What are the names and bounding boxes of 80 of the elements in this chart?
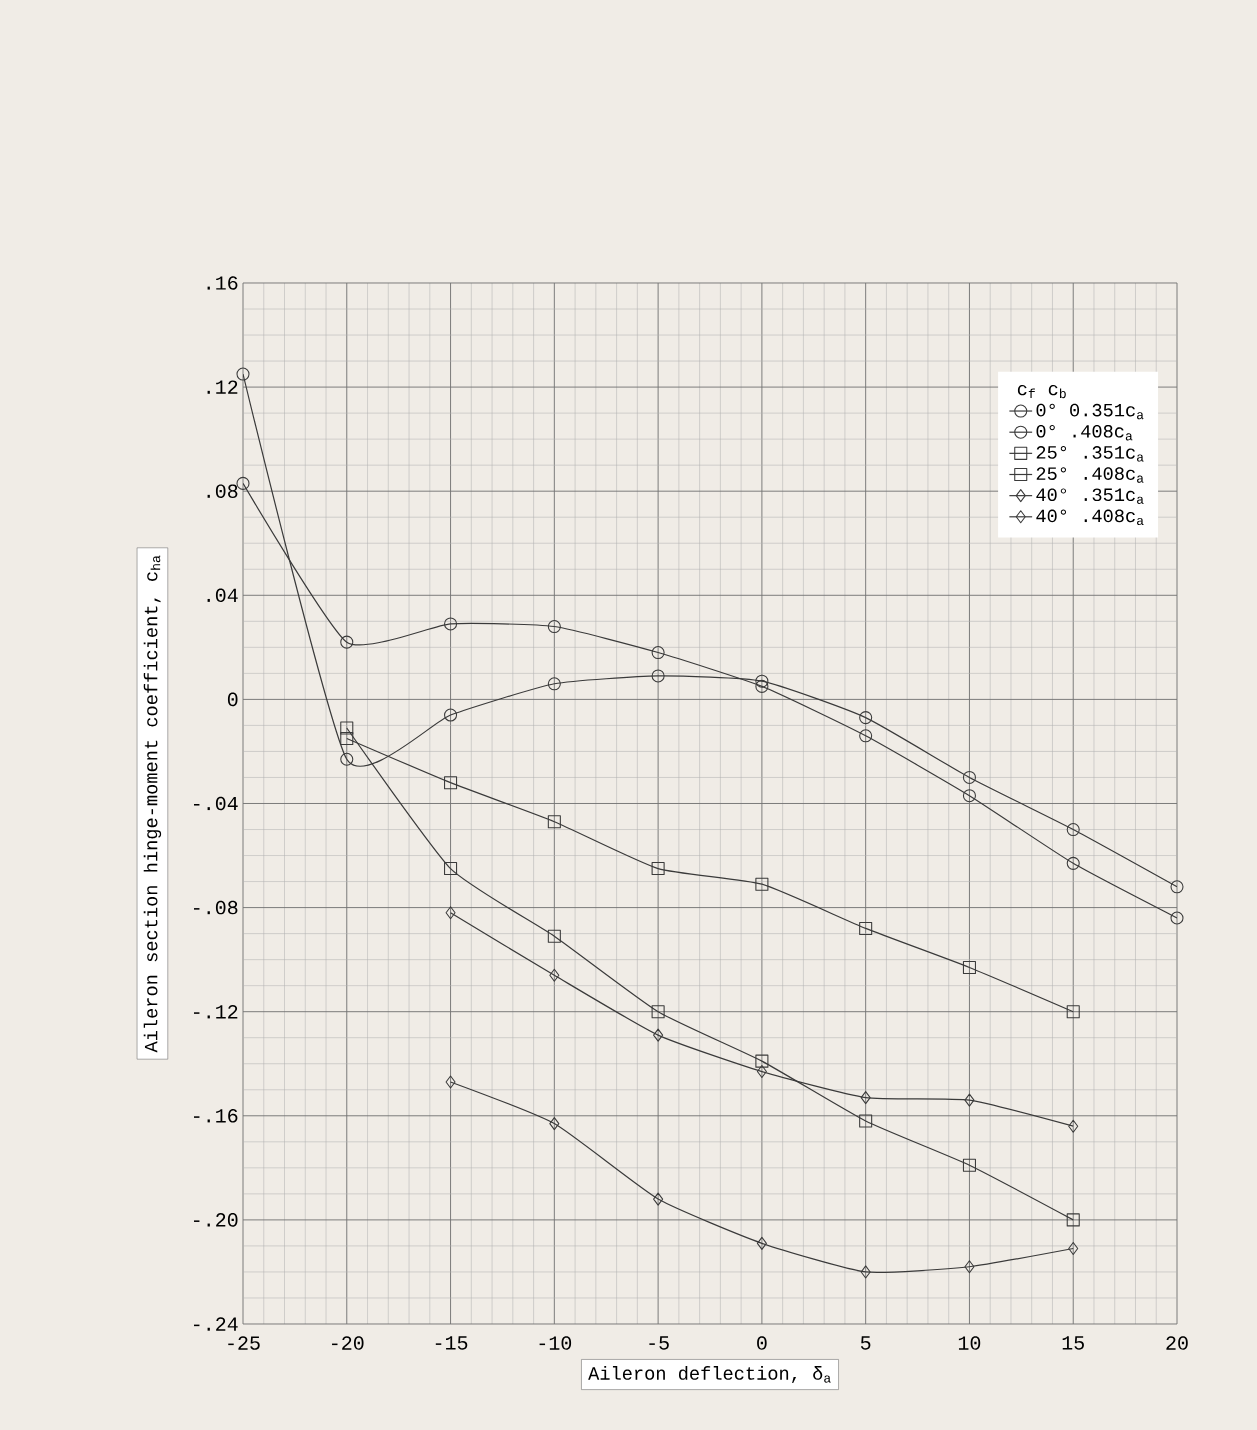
point [445,1075,456,1089]
point [1066,822,1080,837]
point [860,1265,871,1279]
point [1170,911,1184,925]
x-tick-label: -10 [539,1336,572,1350]
point [860,1091,871,1105]
legend-title: c$_{f}$ c$_{b}$ [1017,385,1066,399]
point [340,721,354,735]
x-axis-title: Aileron deflection, δ$_{a}$ [588,1366,831,1383]
y-tick-label: -.20 [193,1213,238,1227]
x-tick-label: -15 [435,1336,468,1350]
point [755,877,769,891]
point [340,752,354,766]
point [962,770,976,785]
y-tick-label: .16 [207,276,238,290]
point [962,1158,976,1172]
point [549,968,560,982]
point [340,731,354,745]
y-tick-label: .12 [207,380,238,394]
point [1068,1119,1079,1133]
point [651,862,665,876]
point [962,960,976,974]
point [549,1117,560,1131]
point [445,906,456,920]
point [756,1236,767,1250]
point [651,1005,665,1019]
y-tick-label: -.08 [193,900,238,915]
legend-label: 25° .408c$_{a}$ [1036,467,1144,483]
legend-label: 0° 0.351c$_{a}$ [1036,403,1144,420]
y-tick-label: .04 [207,588,238,603]
point [547,929,561,943]
point [1066,856,1080,870]
point [859,729,873,743]
point [755,679,769,693]
point [964,1093,975,1107]
point [444,617,458,631]
point [859,711,873,725]
y-tick-label: -.04 [193,796,238,811]
legend-label: 25° .351c$_{a}$ [1036,446,1144,462]
x-tick-label: 15 [1062,1336,1084,1350]
point [444,776,458,790]
point [236,367,250,381]
point [653,1192,664,1206]
point [859,921,873,935]
point [651,646,665,660]
point [547,677,561,691]
x-tick-label: -20 [332,1336,364,1350]
legend-label: 40° .408c$_{a}$ [1036,509,1144,526]
x-tick-label: 20 [1166,1336,1188,1350]
point [547,815,561,829]
point [444,708,458,722]
x-tick-label: 5 [860,1336,871,1350]
x-tick-label: 0 [757,1336,767,1350]
point [859,1114,873,1128]
point [964,1260,975,1274]
point [755,674,769,688]
y-tick-label: 0 [227,692,238,707]
point [444,862,458,876]
point [1066,1213,1080,1227]
x-tick-label: -5 [649,1336,669,1350]
point [653,1028,664,1042]
point [340,635,354,649]
y-tick-label: -.24 [193,1317,238,1331]
y-axis-title: Aileron section hinge-moment coefficient, c$_{ha}$ [143,555,162,1053]
point [651,669,665,683]
point [755,1054,769,1068]
point [1066,1005,1080,1019]
y-tick-label: -.12 [193,1005,238,1019]
legend-label: 40° .351c$_{a}$ [1036,488,1144,504]
x-tick-label: 10 [958,1336,981,1350]
y-tick-label: .08 [207,484,238,498]
point [547,619,561,634]
point [962,789,976,803]
point [236,476,250,490]
y-tick-label: -.16 [193,1109,238,1123]
point [756,1065,767,1079]
x-tick-label: -25 [228,1336,260,1350]
point [1068,1241,1079,1256]
legend-label: 0° .408c$_{a}$ [1036,424,1133,441]
point [1170,880,1184,894]
